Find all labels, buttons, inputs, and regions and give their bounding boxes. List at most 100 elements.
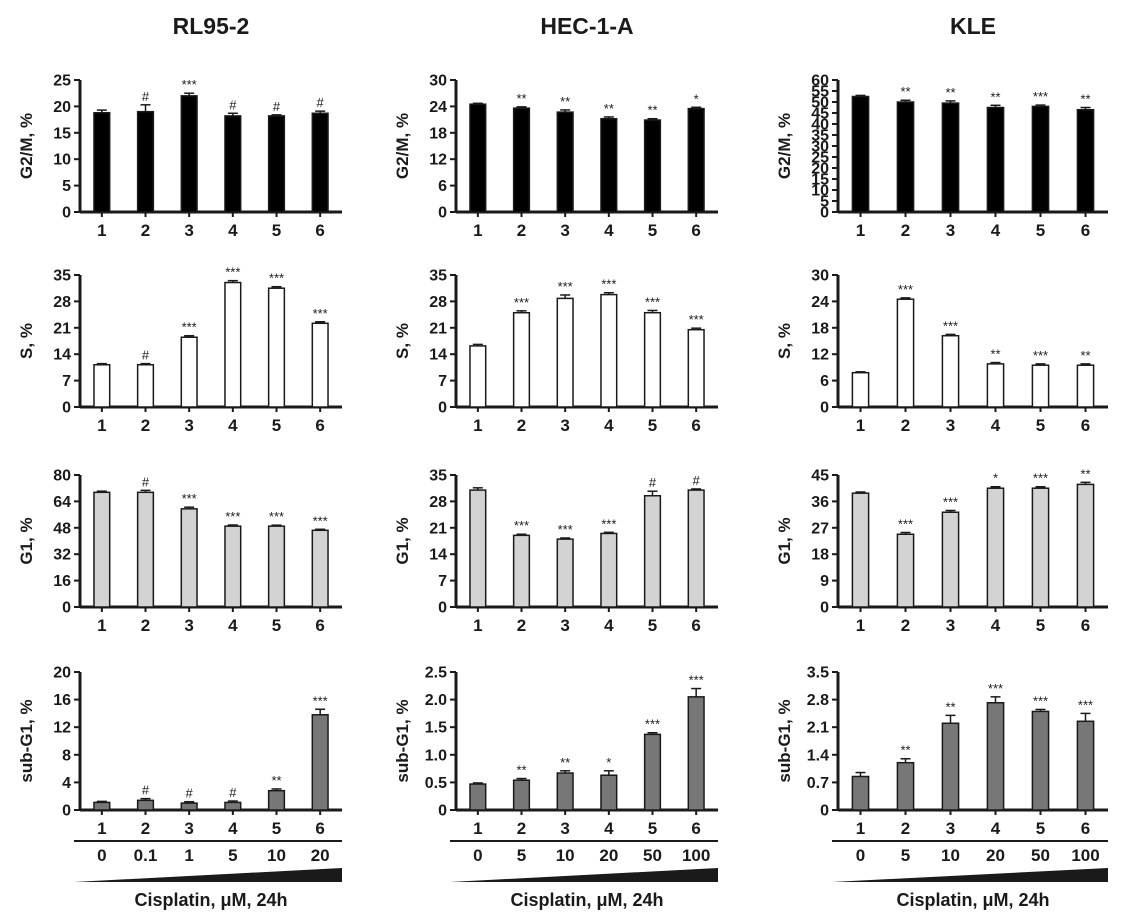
rl95-2-g2-m-significance-mark: #	[273, 99, 281, 114]
hec-1-a-g1-y-tick-label: 21	[429, 520, 447, 537]
rl95-2-g1-category-label: 6	[315, 616, 324, 635]
kle-g2-m-significance-mark: **	[1080, 92, 1090, 107]
hec-1-a-g1-y-tick-label: 28	[429, 494, 447, 511]
hec-1-a-dose-label: 10	[556, 846, 575, 865]
kle-g1-bar	[986, 487, 1005, 608]
kle-sub-g1-significance-mark: **	[945, 699, 955, 714]
hec-1-a-sub-g1-category-label: 3	[560, 819, 569, 838]
hec-1-a-g2-m-category-label: 1	[473, 221, 482, 240]
kle-s-significance-mark: **	[1080, 348, 1090, 363]
hec-1-a-g2-m-category-label: 3	[560, 221, 569, 240]
hec-1-a-g1-significance-mark: ***	[514, 518, 529, 533]
rl95-2-g2-m-category-label: 6	[315, 221, 324, 240]
rl95-2-sub-g1-y-axis-label: sub-G1, %	[17, 699, 36, 782]
hec-1-a-g1-category-label: 2	[517, 616, 526, 635]
kle-dose-label: 50	[1031, 846, 1050, 865]
rl95-2-dose-label: 0	[97, 846, 106, 865]
hec-1-a-sub-g1-bar	[687, 696, 705, 811]
rl95-2-sub-g1-bar	[267, 789, 286, 811]
rl95-2-g1-significance-mark: ***	[269, 509, 284, 524]
kle-g2-m-y-tick-label: 20	[811, 161, 829, 178]
rl95-2-g1-significance-mark: ***	[313, 513, 328, 528]
hec-1-a-sub-g1-category-label: 4	[604, 819, 614, 838]
hec-1-a-g1-bar	[643, 494, 662, 608]
hec-1-a-g1-bar	[556, 538, 574, 608]
kle-dose-ramp	[832, 868, 1108, 882]
rl95-2-g2-m-category-label: 3	[184, 221, 193, 240]
rl95-2-column-title: RL95-2	[173, 13, 250, 39]
rl95-2-sub-g1-bar	[136, 799, 155, 811]
hec-1-a-sub-g1-y-tick-label: 2.5	[425, 665, 447, 682]
hec-1-a-s-significance-mark: ***	[689, 312, 704, 327]
rl95-2-g2-m-bar	[93, 111, 111, 213]
kle-g1-y-tick-label: 27	[811, 520, 829, 537]
kle-g2-m-y-axis-label: G2/M, %	[775, 113, 794, 179]
hec-1-a-g2-m-significance-mark: **	[516, 91, 526, 106]
hec-1-a-g2-m-significance-mark: *	[694, 91, 699, 106]
rl95-2-g1-y-tick-label: 64	[53, 494, 71, 511]
rl95-2-sub-g1-bar	[224, 801, 242, 811]
kle-g1-category-label: 5	[1036, 616, 1045, 635]
rl95-2-sub-g1-y-tick-label: 4	[62, 775, 71, 792]
kle-sub-g1-y-axis-label: sub-G1, %	[775, 699, 794, 782]
kle-g2-m-significance-mark: **	[990, 89, 1000, 104]
hec-1-a-g1-bar	[600, 532, 618, 608]
kle-g2-m-y-tick-label: 60	[811, 73, 829, 90]
kle-g1-y-tick-label: 9	[820, 573, 829, 590]
rl95-2-s-y-tick-label: 14	[53, 347, 71, 364]
rl95-2-g1-bar	[180, 508, 198, 608]
rl95-2-dose-label: 10	[267, 846, 286, 865]
kle-g2-m-bar	[986, 106, 1005, 213]
kle-dose-label: 0	[856, 846, 865, 865]
hec-1-a-s-bar	[512, 311, 531, 408]
hec-1-a-sub-g1-y-tick-label: 0	[438, 803, 447, 820]
kle-s-y-tick-label: 18	[811, 320, 829, 337]
rl95-2-s-category-label: 2	[141, 416, 150, 435]
kle-sub-g1-category-label: 6	[1081, 819, 1090, 838]
hec-1-a-g2-m-category-label: 5	[648, 221, 657, 240]
rl95-2-g1-significance-mark: #	[142, 474, 150, 489]
hec-1-a-sub-g1-category-label: 6	[691, 819, 700, 838]
hec-1-a-sub-g1-y-tick-label: 0.5	[425, 775, 447, 792]
hec-1-a-s-y-tick-label: 7	[438, 373, 447, 390]
hec-1-a-s-y-tick-label: 0	[438, 400, 447, 417]
hec-1-a-sub-g1-bar	[600, 774, 618, 811]
hec-1-a-s-y-tick-label: 28	[429, 294, 447, 311]
rl95-2-sub-g1-y-tick-label: 12	[53, 720, 71, 737]
hec-1-a-g2-m-bar	[469, 103, 487, 213]
kle-g2-m-bar	[1031, 105, 1050, 213]
hec-1-a-x-axis-title: Cisplatin, μM, 24h	[510, 890, 663, 910]
rl95-2-g1-category-label: 3	[184, 616, 193, 635]
rl95-2-s-category-label: 4	[228, 416, 238, 435]
rl95-2-g2-m-y-axis-label: G2/M, %	[17, 113, 36, 179]
rl95-2-g2-m-significance-mark: #	[317, 95, 325, 110]
rl95-2-g2-m-bar	[267, 115, 286, 213]
kle-g2-m-y-tick-label: 50	[811, 95, 829, 112]
kle-g1-significance-mark: ***	[943, 494, 958, 509]
rl95-2-g2-m-bar	[180, 95, 198, 213]
kle-g2-m-y-tick-label: 5	[820, 194, 829, 211]
hec-1-a-s-bar	[556, 297, 574, 408]
hec-1-a-g1-y-tick-label: 14	[429, 547, 447, 564]
rl95-2-g1-bar	[224, 525, 242, 608]
rl95-2-dose-label: 20	[311, 846, 330, 865]
rl95-2-g1-significance-mark: ***	[182, 491, 197, 506]
rl95-2-sub-g1-y-tick-label: 8	[62, 747, 71, 764]
hec-1-a-s-y-tick-label: 14	[429, 347, 447, 364]
kle-g2-m-category-label: 6	[1081, 221, 1090, 240]
hec-1-a-sub-g1-significance-mark: *	[606, 755, 611, 770]
hec-1-a-g2-m-bar	[687, 107, 705, 213]
hec-1-a-g1-bar	[687, 489, 705, 608]
hec-1-a-sub-g1-significance-mark: ***	[645, 717, 660, 732]
kle-sub-g1-y-tick-label: 0.7	[807, 775, 829, 792]
kle-g2-m-y-tick-label: 55	[811, 84, 829, 101]
rl95-2-sub-g1-y-tick-label: 16	[53, 692, 71, 709]
kle-x-axis-title: Cisplatin, μM, 24h	[896, 890, 1049, 910]
hec-1-a-g1-category-label: 3	[560, 616, 569, 635]
hec-1-a-g1-category-label: 5	[648, 616, 657, 635]
rl95-2-g1-significance-mark: ***	[225, 509, 240, 524]
rl95-2-x-axis-title: Cisplatin, μM, 24h	[134, 890, 287, 910]
hec-1-a-sub-g1-bar	[469, 783, 487, 811]
hec-1-a-s-y-axis-label: S, %	[393, 323, 412, 359]
rl95-2-g2-m-significance-mark: #	[229, 97, 237, 112]
